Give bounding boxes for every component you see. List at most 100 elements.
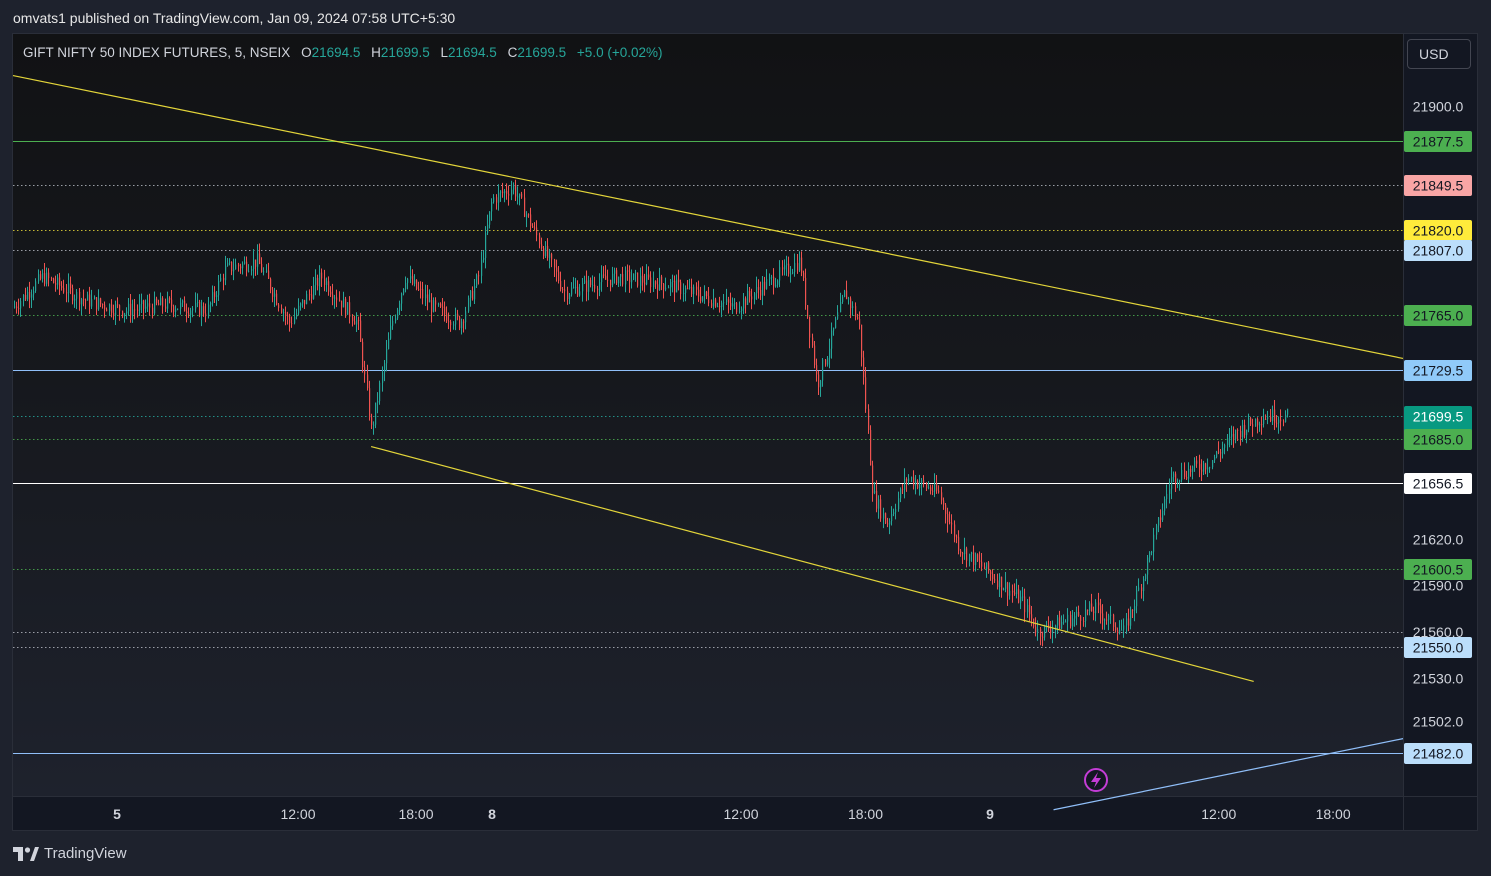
candle-body: [730, 302, 732, 307]
candle-body: [1257, 418, 1259, 426]
candle-body: [635, 272, 637, 274]
candle-body: [825, 359, 827, 365]
price-level-badge: [1404, 743, 1472, 764]
candle-body: [306, 294, 308, 305]
candle-body: [115, 304, 117, 315]
candle-body: [20, 301, 22, 309]
candle-body: [186, 311, 188, 314]
candle-body: [809, 316, 811, 338]
candle-body: [231, 261, 233, 272]
candle-body: [61, 285, 63, 288]
candle-body: [885, 513, 887, 524]
tradingview-brand[interactable]: TradingView: [13, 845, 127, 862]
candle-body: [119, 305, 121, 312]
candle-body: [1179, 479, 1181, 483]
candle-body: [328, 281, 330, 292]
candle-body: [373, 424, 375, 426]
candle-body: [541, 244, 543, 249]
candle-body: [298, 305, 300, 314]
candle-body: [947, 514, 949, 523]
legend-high-label: H: [371, 45, 381, 60]
alert-flash-icon[interactable]: [1084, 768, 1108, 792]
candle-body: [646, 274, 648, 285]
candle-body: [870, 430, 872, 466]
candle-body: [233, 269, 235, 272]
candle-body: [1138, 587, 1140, 591]
candle-body: [1027, 604, 1029, 613]
pane-background: [13, 34, 1403, 796]
candle-body: [956, 536, 958, 538]
candle-body: [18, 308, 20, 310]
candle-body: [715, 299, 717, 307]
candle-body: [1162, 510, 1164, 520]
candle-body: [734, 303, 736, 305]
y-tick-label: 21560.0: [1413, 624, 1464, 640]
candle-body: [1255, 418, 1257, 427]
price-level-badge: [1404, 131, 1472, 152]
candle-body: [1145, 574, 1147, 579]
candle-body: [506, 190, 508, 194]
candle-body: [756, 287, 758, 294]
candle-body: [1169, 488, 1171, 494]
legend-close-label: C: [507, 45, 518, 60]
candle-body: [345, 298, 347, 315]
candle-body: [797, 262, 799, 271]
candle-body: [665, 287, 667, 290]
candle-body: [1280, 419, 1282, 422]
candle-body: [1227, 438, 1229, 445]
candle-body: [1093, 611, 1095, 613]
candle-body: [676, 279, 678, 293]
candle-body: [14, 306, 16, 308]
candle-body: [835, 318, 837, 328]
candle-body: [650, 277, 652, 288]
currency-button[interactable]: USD: [1407, 39, 1471, 69]
candle-body: [1078, 611, 1080, 616]
candle-body: [693, 286, 695, 294]
candle-body: [1012, 590, 1014, 593]
candle-body: [820, 380, 822, 388]
candle-body: [964, 548, 966, 555]
candle-body: [754, 293, 756, 300]
candle-body: [911, 477, 913, 479]
candle-body: [91, 299, 93, 307]
candle-body: [876, 490, 878, 509]
candle-body: [786, 263, 788, 266]
candle-body: [569, 294, 571, 300]
candle-body: [743, 298, 745, 309]
candle-body: [1061, 621, 1063, 629]
candle-body: [465, 311, 467, 323]
candle-body: [401, 293, 403, 304]
candle-body: [27, 292, 29, 300]
candle-body: [612, 273, 614, 286]
legend-low-value: 21694.5: [448, 45, 497, 60]
candle-body: [683, 292, 685, 294]
candle-body: [981, 561, 983, 567]
candle-body: [999, 576, 1001, 588]
candle-body: [863, 357, 865, 378]
candle-body: [154, 298, 156, 314]
candle-body: [300, 303, 302, 306]
candle-body: [1164, 499, 1166, 511]
candle-body: [908, 478, 910, 482]
candle-body: [605, 275, 607, 280]
candle-body: [997, 580, 999, 588]
candle-body: [530, 214, 532, 227]
candle-body: [1252, 424, 1254, 427]
candle-body: [453, 324, 455, 326]
time-axis-background: [13, 796, 1477, 830]
candle-body: [410, 276, 412, 279]
candle-body: [564, 289, 566, 292]
candle-body: [857, 317, 859, 320]
x-tick-label: 9: [986, 806, 994, 822]
candle-body: [728, 299, 730, 303]
candle-body: [513, 185, 515, 190]
candle-body: [1001, 576, 1003, 590]
candle-body: [1240, 431, 1242, 437]
candle-body: [599, 282, 601, 290]
candle-body: [70, 283, 72, 289]
legend-close-value: 21699.5: [517, 45, 567, 60]
candle-body: [132, 309, 134, 316]
candle-body: [395, 318, 397, 321]
candle-body: [913, 477, 915, 486]
